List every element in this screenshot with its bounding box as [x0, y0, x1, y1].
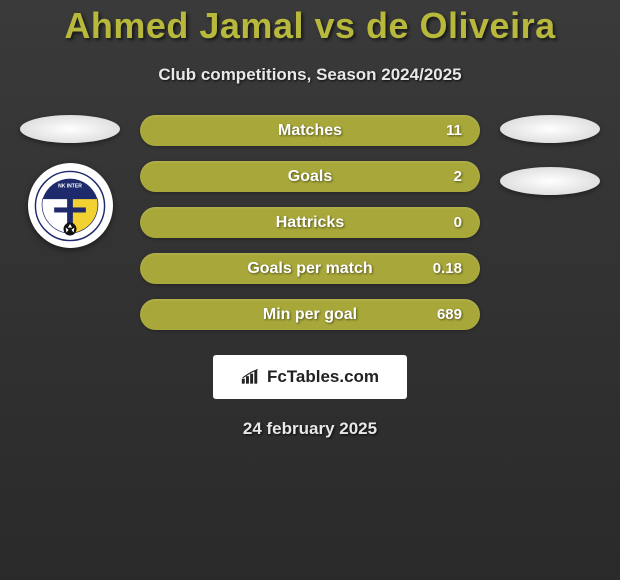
- stat-value: 11: [422, 122, 462, 139]
- stat-row-matches: Matches 11: [140, 115, 480, 146]
- player-2-club-placeholder: [500, 167, 600, 195]
- stats-table: Matches 11 Goals 2 Hattricks 0 Goals per…: [140, 115, 480, 330]
- club-shield-icon: NK INTER: [34, 170, 106, 242]
- player-1-club-badge: NK INTER: [28, 163, 113, 248]
- right-side: [500, 115, 600, 195]
- main-area: NK INTER Matches 11 Goals 2 Hattricks 0 …: [0, 115, 620, 330]
- player-2-placeholder: [500, 115, 600, 143]
- stat-label: Goals: [198, 168, 422, 186]
- svg-text:NK INTER: NK INTER: [58, 183, 82, 189]
- chart-icon: [241, 369, 261, 385]
- stat-row-hattricks: Hattricks 0: [140, 207, 480, 238]
- stat-label: Matches: [198, 122, 422, 140]
- player-1-placeholder: [20, 115, 120, 143]
- stat-row-gpm: Goals per match 0.18: [140, 253, 480, 284]
- date-text: 24 february 2025: [0, 419, 620, 439]
- page-title: Ahmed Jamal vs de Oliveira: [0, 5, 620, 47]
- stat-label: Goals per match: [198, 260, 422, 278]
- comparison-card: Ahmed Jamal vs de Oliveira Club competit…: [0, 0, 620, 439]
- left-side: NK INTER: [20, 115, 120, 248]
- stat-label: Hattricks: [198, 214, 422, 232]
- brand-badge[interactable]: FcTables.com: [213, 355, 407, 399]
- footer: FcTables.com 24 february 2025: [0, 355, 620, 439]
- stat-row-mpg: Min per goal 689: [140, 299, 480, 330]
- stat-value: 2: [422, 168, 462, 185]
- subtitle: Club competitions, Season 2024/2025: [0, 65, 620, 85]
- brand-text: FcTables.com: [267, 367, 379, 387]
- stat-value: 0: [422, 214, 462, 231]
- stat-row-goals: Goals 2: [140, 161, 480, 192]
- stat-value: 689: [422, 306, 462, 323]
- stat-value: 0.18: [422, 260, 462, 277]
- stat-label: Min per goal: [198, 306, 422, 324]
